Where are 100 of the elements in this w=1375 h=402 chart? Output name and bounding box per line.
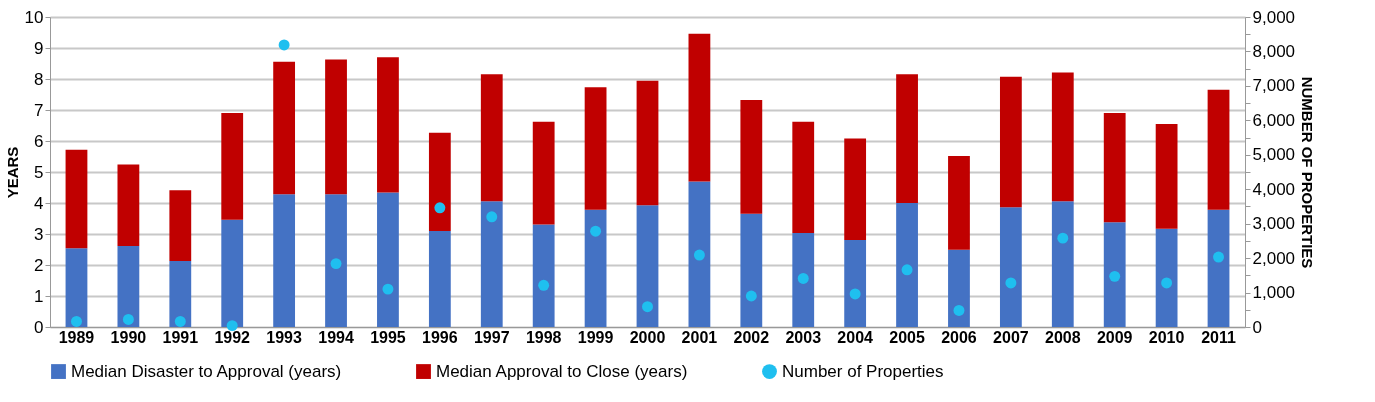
y2-tick-label: 1,000 — [1252, 283, 1296, 303]
point — [122, 313, 134, 325]
bar — [792, 121, 815, 234]
point — [693, 249, 705, 261]
x-tick-label: 2009 — [1096, 328, 1133, 346]
point — [953, 305, 965, 316]
bar — [948, 155, 970, 250]
legend-label: Median Disaster to Approval (years) — [71, 361, 342, 381]
x-tick-label: 1992 — [214, 328, 251, 346]
bar — [1207, 89, 1230, 210]
point — [434, 202, 446, 214]
x-tick-label: 2010 — [1148, 328, 1185, 346]
bar — [688, 33, 711, 182]
bar — [844, 138, 867, 240]
bar — [740, 100, 763, 214]
bar — [896, 74, 918, 203]
y2-tick-label: 5,000 — [1252, 145, 1296, 165]
bar — [1103, 222, 1126, 327]
y2-tick-label: 8,000 — [1252, 41, 1296, 61]
y-axis-title: YEARS — [3, 146, 21, 199]
x-tick-label: 2006 — [941, 328, 977, 346]
bar — [1051, 201, 1074, 327]
x-tick-label: 1997 — [473, 328, 510, 346]
bar — [221, 219, 244, 327]
x-tick-label: 1994 — [318, 328, 354, 346]
y-tick-label: 1 — [34, 286, 44, 306]
point — [226, 320, 238, 332]
bar — [117, 164, 140, 247]
bar — [65, 248, 88, 327]
point — [71, 316, 82, 327]
y2-axis-title: NUMBER OF PROPERTIES — [1299, 76, 1317, 269]
point — [797, 272, 809, 284]
bar — [1155, 123, 1178, 229]
bar — [792, 233, 815, 327]
y-tick-label: 6 — [34, 131, 44, 151]
x-tick-label: 2001 — [681, 328, 718, 346]
bar — [377, 57, 399, 193]
point — [1005, 277, 1017, 289]
point — [278, 39, 290, 51]
bar — [325, 194, 347, 327]
y2-tick-label: 4,000 — [1252, 179, 1296, 199]
bar — [688, 181, 711, 327]
bar — [636, 205, 659, 327]
bar — [480, 74, 503, 202]
point — [745, 290, 757, 302]
bar — [428, 132, 451, 231]
legend-label: Number of Properties — [782, 361, 944, 381]
bar — [532, 224, 555, 327]
bar — [1051, 72, 1074, 202]
y-tick-label: 8 — [34, 69, 44, 89]
bar — [377, 192, 399, 327]
x-tick-label: 2008 — [1044, 328, 1081, 346]
bar — [896, 203, 918, 327]
bar — [480, 201, 503, 327]
point — [849, 288, 861, 300]
bar — [273, 194, 296, 327]
y2-tick-label: 3,000 — [1252, 214, 1296, 234]
x-tick-label: 1998 — [525, 328, 562, 346]
bar — [273, 61, 296, 195]
bar — [740, 213, 763, 327]
x-tick-label: 2011 — [1201, 328, 1236, 346]
x-tick-label: 2005 — [889, 328, 925, 346]
point — [1213, 251, 1224, 263]
bar — [169, 190, 192, 261]
bar — [532, 121, 555, 225]
bar — [221, 113, 244, 220]
bar — [948, 249, 970, 327]
x-tick-label: 1999 — [577, 328, 614, 346]
x-tick-label: 2004 — [837, 328, 874, 346]
point — [1057, 232, 1069, 244]
x-tick-label: 2002 — [733, 328, 770, 346]
bar — [65, 149, 88, 249]
bar — [999, 207, 1022, 327]
bar — [584, 209, 607, 327]
point — [330, 258, 342, 270]
y-tick-label: 4 — [34, 193, 44, 213]
x-tick-label: 2007 — [993, 328, 1029, 346]
bar — [117, 246, 140, 327]
point — [486, 211, 498, 223]
bar — [844, 239, 867, 327]
x-tick-label: 1996 — [422, 328, 458, 346]
bar — [1103, 113, 1126, 223]
y-tick-label: 3 — [34, 224, 44, 244]
point — [642, 301, 653, 313]
point — [1109, 270, 1121, 282]
bar — [169, 260, 192, 327]
point — [1161, 277, 1173, 289]
x-tick-label: 1993 — [266, 328, 303, 346]
x-tick-label: 1990 — [110, 328, 147, 346]
y2-tick-label: 9,000 — [1252, 7, 1296, 27]
y2-tick-label: 0 — [1252, 317, 1262, 337]
x-tick-label: 1991 — [162, 328, 199, 346]
y-tick-label: 10 — [24, 7, 44, 27]
y-tick-label: 9 — [34, 38, 44, 58]
y-tick-label: 7 — [34, 100, 44, 120]
point — [382, 283, 394, 295]
bar — [1207, 209, 1230, 327]
x-tick-label: 2003 — [785, 328, 822, 346]
point — [590, 225, 602, 237]
bar — [1155, 228, 1178, 327]
